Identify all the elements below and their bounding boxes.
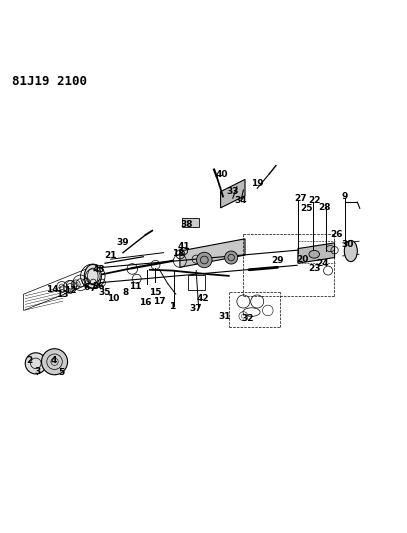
Text: 24: 24 xyxy=(316,259,329,268)
Text: 9: 9 xyxy=(342,192,348,201)
Text: 42: 42 xyxy=(196,294,209,303)
Text: 13: 13 xyxy=(56,289,68,298)
Text: 8: 8 xyxy=(122,288,129,297)
Text: 31: 31 xyxy=(219,312,231,321)
Polygon shape xyxy=(180,239,245,268)
Text: 5: 5 xyxy=(59,368,65,377)
Text: 37: 37 xyxy=(190,303,203,312)
Text: 3: 3 xyxy=(34,367,41,376)
Text: 1: 1 xyxy=(168,302,175,311)
Bar xyxy=(182,217,199,227)
Ellipse shape xyxy=(344,240,357,262)
Text: 36: 36 xyxy=(92,281,105,290)
Text: 43: 43 xyxy=(92,265,105,274)
Text: 17: 17 xyxy=(153,296,166,305)
Text: 39: 39 xyxy=(116,238,129,247)
Text: 21: 21 xyxy=(105,251,117,260)
Text: 22: 22 xyxy=(308,196,320,205)
Text: 11: 11 xyxy=(129,281,141,290)
Text: 27: 27 xyxy=(294,193,307,203)
Text: 32: 32 xyxy=(241,314,254,323)
Text: 25: 25 xyxy=(300,204,312,213)
Circle shape xyxy=(42,349,68,375)
Circle shape xyxy=(197,252,212,268)
Text: 30: 30 xyxy=(342,240,354,248)
Text: 10: 10 xyxy=(107,294,119,303)
Circle shape xyxy=(25,353,46,374)
Bar xyxy=(188,275,205,290)
Text: 4: 4 xyxy=(50,357,57,366)
Text: 26: 26 xyxy=(331,230,343,239)
Text: 2: 2 xyxy=(26,357,33,366)
Ellipse shape xyxy=(84,264,101,288)
Text: 41: 41 xyxy=(177,243,190,252)
Text: 34: 34 xyxy=(234,196,247,205)
Text: 16: 16 xyxy=(140,298,152,307)
Text: 6: 6 xyxy=(83,283,90,292)
Ellipse shape xyxy=(309,251,319,258)
Text: 14: 14 xyxy=(46,285,59,294)
Polygon shape xyxy=(298,243,335,263)
Text: 33: 33 xyxy=(227,187,239,196)
Text: 23: 23 xyxy=(308,264,320,273)
Text: 38: 38 xyxy=(180,220,193,229)
Text: 12: 12 xyxy=(64,286,76,295)
Text: 81J19 2100: 81J19 2100 xyxy=(12,75,87,88)
Text: 18: 18 xyxy=(172,249,184,258)
Text: 7: 7 xyxy=(90,285,96,293)
Text: 35: 35 xyxy=(99,288,111,297)
Text: 40: 40 xyxy=(216,171,228,180)
Text: 20: 20 xyxy=(296,255,308,264)
Polygon shape xyxy=(221,180,245,208)
Text: 28: 28 xyxy=(319,203,331,212)
Text: 29: 29 xyxy=(271,256,284,265)
Text: 15: 15 xyxy=(149,288,162,297)
Text: 19: 19 xyxy=(251,179,264,188)
Circle shape xyxy=(225,251,238,264)
